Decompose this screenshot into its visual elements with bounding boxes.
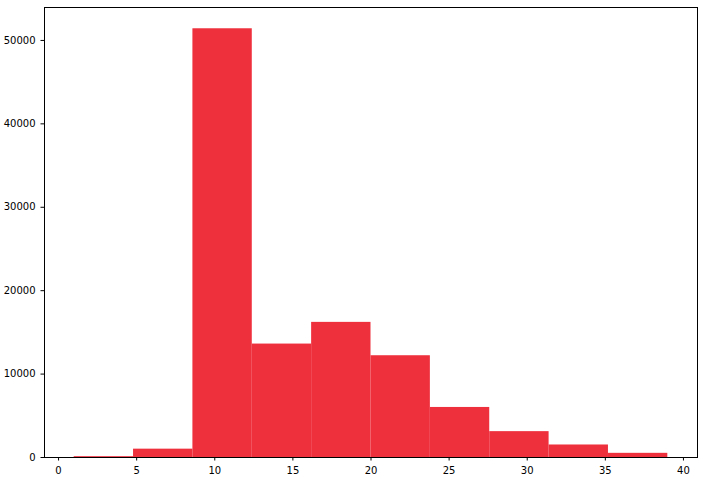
- svg-text:0: 0: [55, 465, 61, 476]
- svg-text:0: 0: [29, 452, 35, 463]
- svg-text:30000: 30000: [4, 201, 36, 212]
- svg-text:50000: 50000: [4, 35, 36, 46]
- svg-text:40000: 40000: [4, 118, 36, 129]
- svg-text:20000: 20000: [4, 285, 36, 296]
- svg-text:15: 15: [287, 465, 300, 476]
- svg-text:5: 5: [133, 465, 139, 476]
- svg-text:10: 10: [208, 465, 221, 476]
- svg-text:30: 30: [521, 465, 534, 476]
- svg-text:40: 40: [677, 465, 690, 476]
- svg-text:35: 35: [599, 465, 612, 476]
- svg-text:20: 20: [365, 465, 378, 476]
- svg-text:25: 25: [443, 465, 456, 476]
- svg-text:10000: 10000: [4, 368, 36, 379]
